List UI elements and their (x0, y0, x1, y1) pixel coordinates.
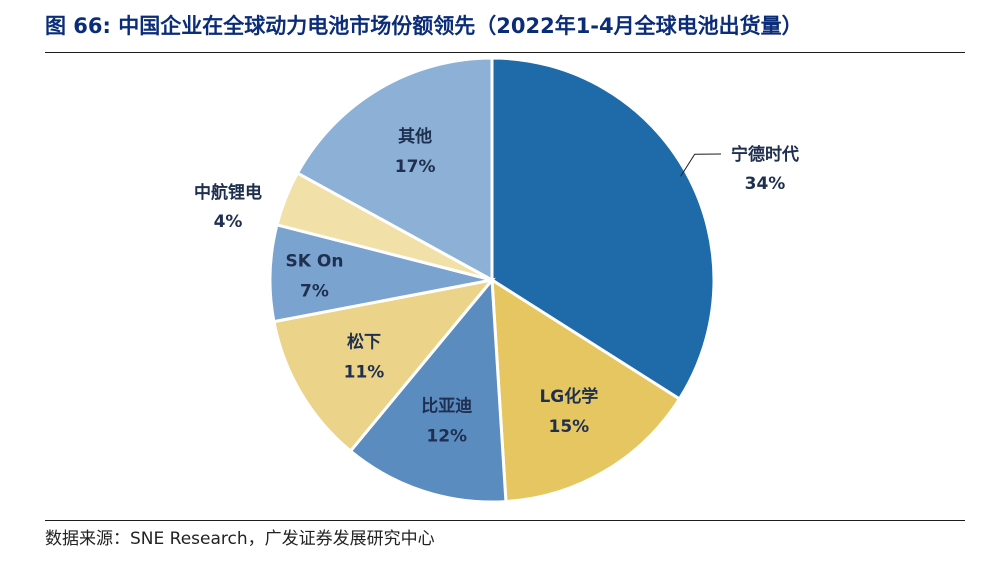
slice-label: 比亚迪 (421, 395, 472, 416)
slice-label: 松下 (347, 332, 381, 353)
leader-line (680, 153, 722, 177)
source-note: 数据来源：SNE Research，广发证券发展研究中心 (45, 529, 435, 549)
slice-label: SK On (286, 251, 344, 271)
slice-value-label: 34% (745, 174, 786, 194)
pie-slice (348, 276, 508, 504)
slice-label: LG化学 (539, 386, 598, 407)
slice-label: 宁德时代 (731, 144, 799, 165)
slice-value-label: 7% (300, 281, 329, 301)
slice-value-label: 12% (426, 426, 467, 446)
slice-value-label: 17% (395, 157, 436, 177)
slice-value-label: 11% (344, 363, 385, 383)
slice-value-label: 4% (214, 212, 243, 232)
pie-slice (295, 56, 494, 283)
slice-label: 中航锂电 (194, 182, 262, 203)
pie-slice (490, 277, 682, 504)
source-divider (45, 520, 965, 521)
pie-labels: 宁德时代 34% LG化学 15% 比亚迪 12% 松下 11% SK On 7% 中航锂电 4% 其他… (194, 126, 799, 446)
title-divider (45, 52, 965, 53)
chart-title: 图 66: 中国企业在全球动力电池市场份额领先（2022年1-4月全球电池出货量… (45, 14, 803, 38)
pie-slice (272, 277, 496, 454)
pie-slices (268, 56, 716, 504)
slice-label: 其他 (398, 126, 432, 147)
slice-value-label: 15% (548, 417, 589, 437)
